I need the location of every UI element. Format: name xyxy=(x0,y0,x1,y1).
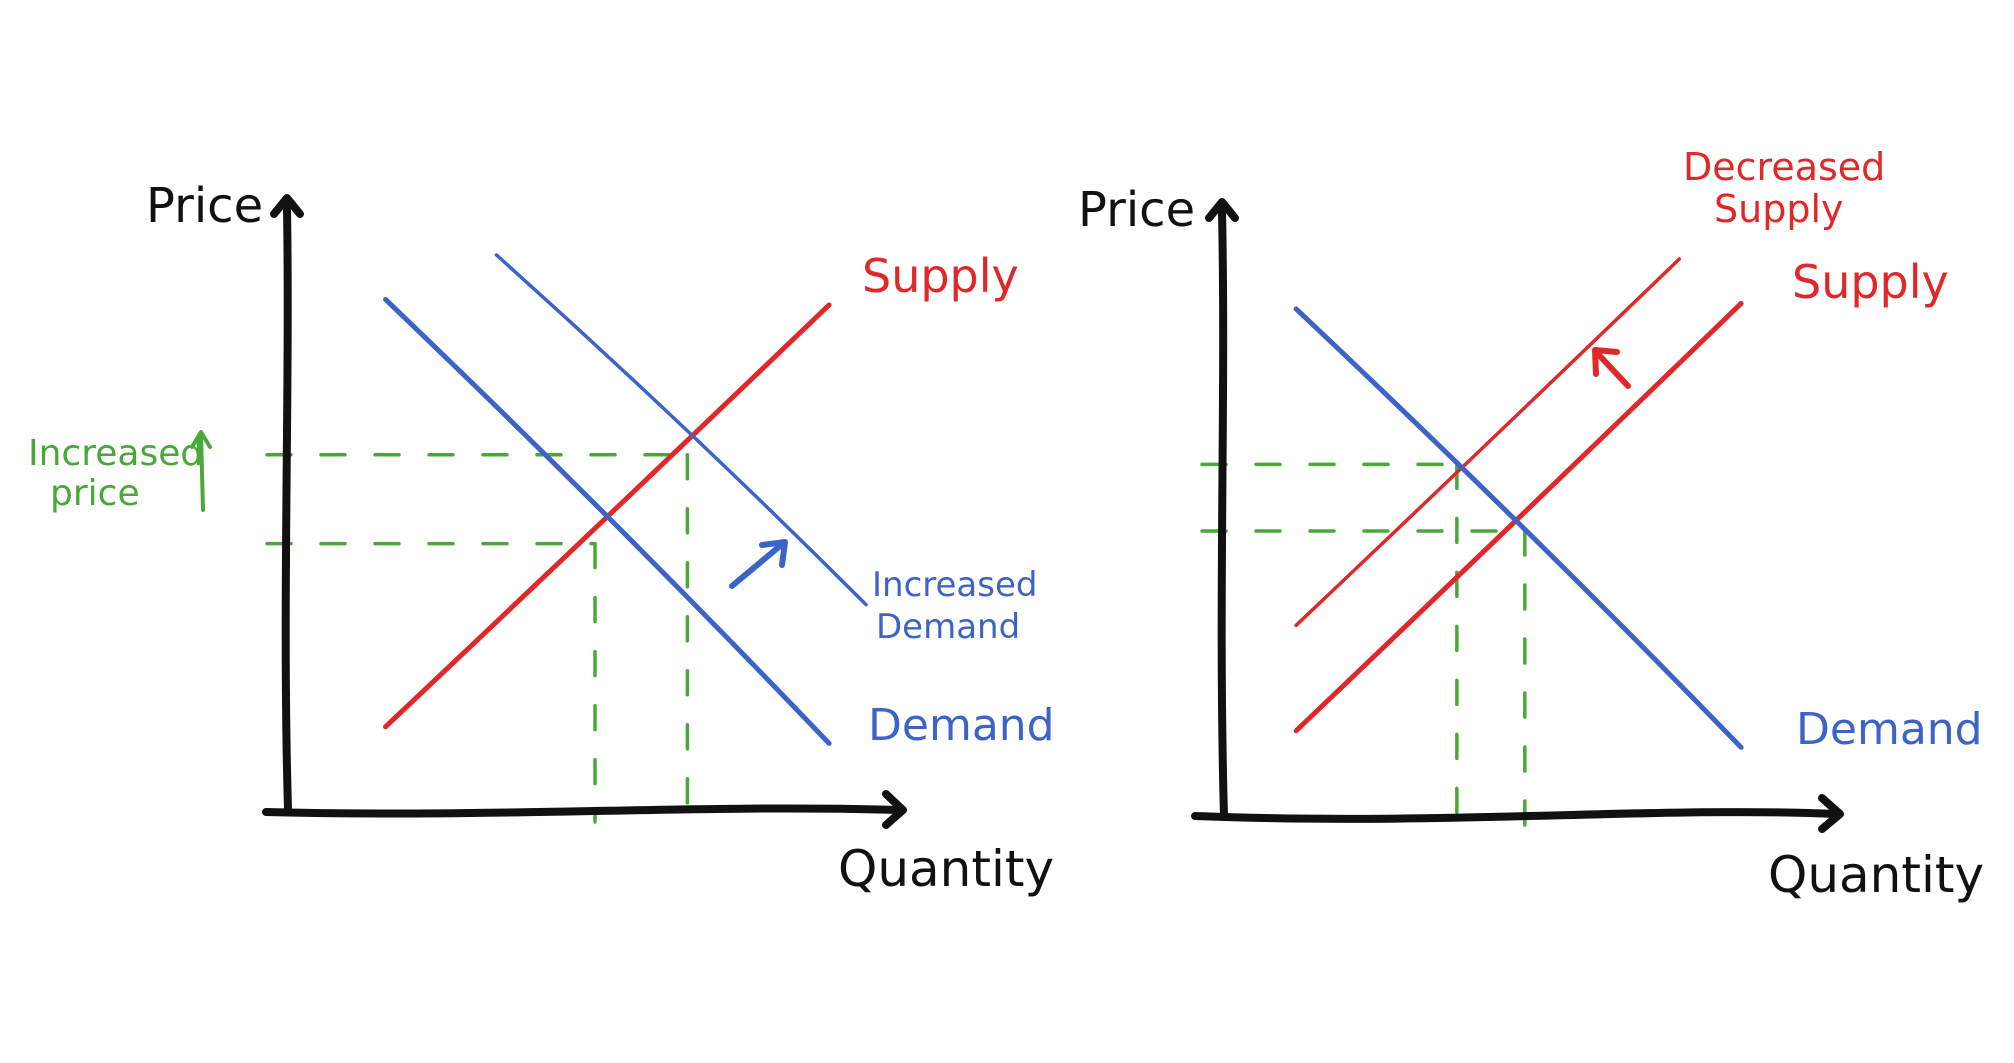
increased-price-arrowhead xyxy=(190,430,212,449)
increased-price-label-line1: Increased xyxy=(28,433,203,474)
left-chart: Price Quantity Supply Demand Increased D… xyxy=(28,178,1055,898)
increased-price-label-line2: price xyxy=(50,473,140,514)
left-supply-label: Supply xyxy=(862,249,1019,303)
right-supply-label: Supply xyxy=(1792,255,1949,309)
right-y-axis-label: Price xyxy=(1078,182,1195,238)
right-demand-label: Demand xyxy=(1796,704,1983,755)
left-x-axis xyxy=(262,804,904,818)
right-supply-shift-arrowhead xyxy=(1592,347,1620,377)
left-equilibrium-guides xyxy=(265,453,690,824)
left-y-axis xyxy=(281,204,292,814)
decreased-supply-label-line1: Decreased xyxy=(1683,145,1885,189)
right-decreased-supply-curve xyxy=(1294,257,1682,628)
right-x-axis xyxy=(1191,808,1841,823)
right-x-axis-label: Quantity xyxy=(1768,846,1984,904)
right-supply-curve xyxy=(1293,300,1744,734)
left-curves xyxy=(383,253,868,746)
left-increased-demand-curve xyxy=(494,253,868,607)
left-demand-shift-arrowhead xyxy=(759,539,788,568)
right-supply-shift-arrow xyxy=(1595,351,1631,389)
right-y-axis xyxy=(1217,208,1228,820)
right-demand-curve xyxy=(1293,306,1744,750)
right-curves xyxy=(1293,257,1744,750)
increased-demand-label-line2: Demand xyxy=(876,607,1020,647)
left-y-axis-arrowhead xyxy=(270,194,304,218)
left-x-axis-arrowhead xyxy=(882,790,907,829)
increased-demand-label-line1: Increased xyxy=(872,565,1037,605)
left-demand-shift-arrow xyxy=(729,543,783,589)
right-chart: Price Quantity Supply Demand Decreased S… xyxy=(1078,145,1984,904)
right-equilibrium-guides xyxy=(1200,462,1527,828)
left-x-axis-label: Quantity xyxy=(838,840,1054,898)
decreased-supply-label-line2: Supply xyxy=(1714,187,1844,231)
right-x-axis-arrowhead xyxy=(1818,794,1844,833)
left-demand-curve xyxy=(383,296,832,746)
left-supply-curve xyxy=(383,302,832,730)
left-demand-label: Demand xyxy=(868,700,1055,751)
right-y-axis-arrowhead xyxy=(1205,198,1239,222)
left-y-axis-label: Price xyxy=(146,178,263,234)
increased-price-up-arrow xyxy=(199,433,205,512)
